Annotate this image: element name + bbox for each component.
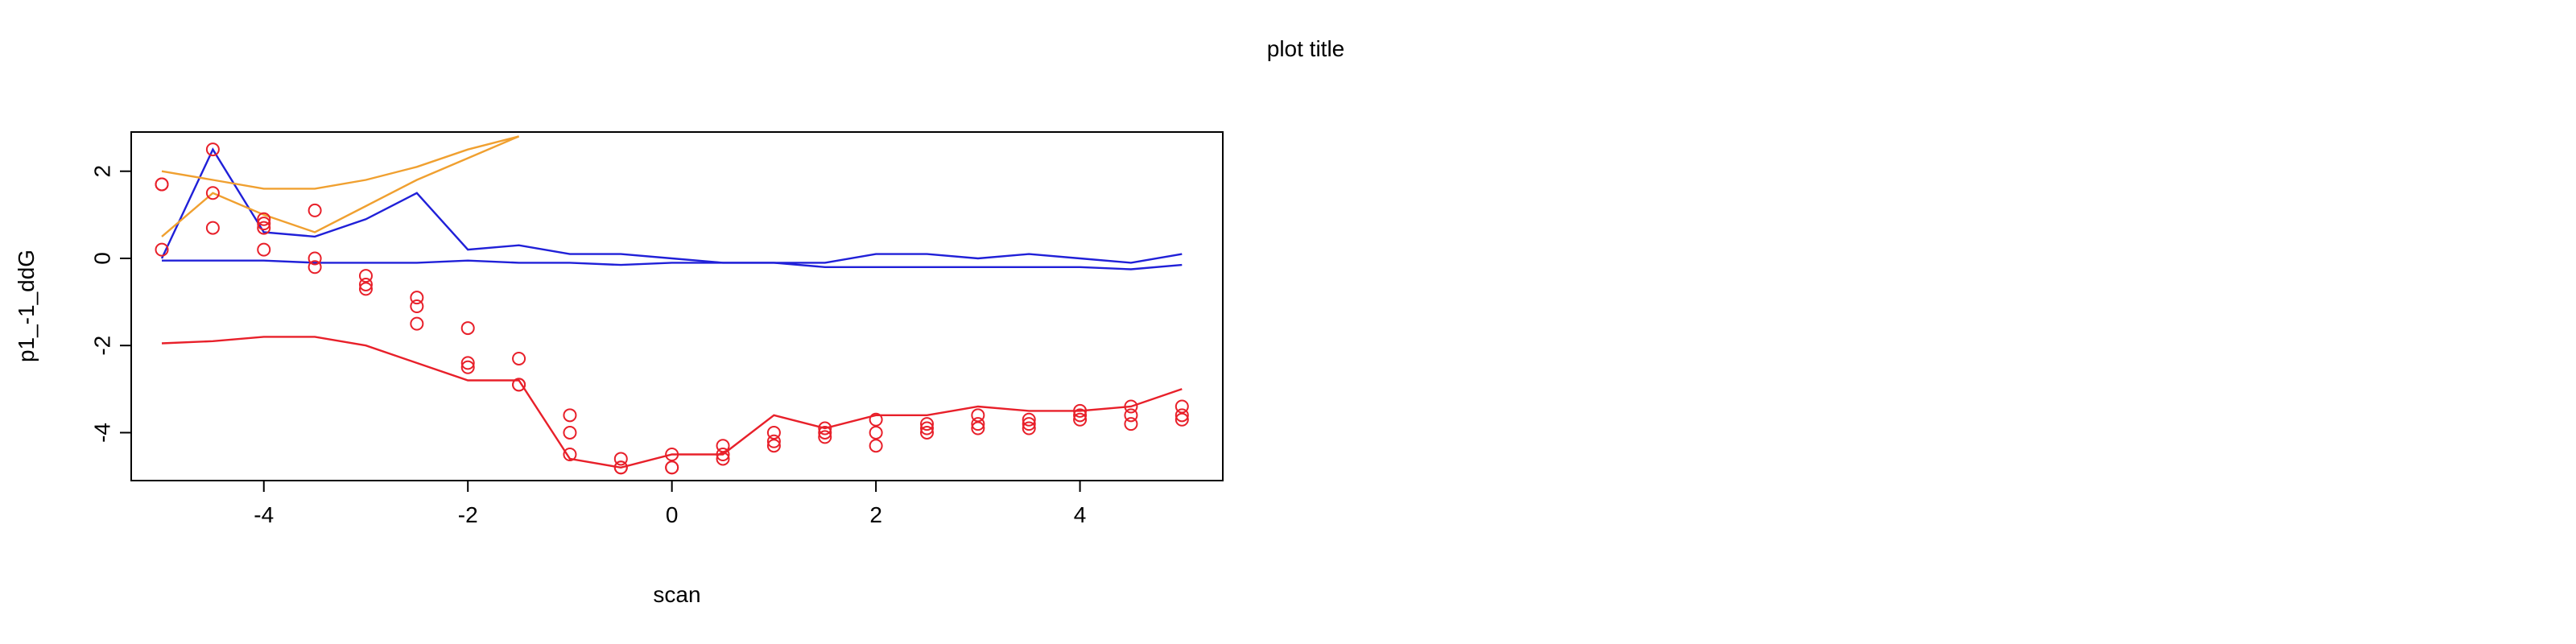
data-point	[766, 439, 781, 453]
data-point	[919, 417, 934, 431]
data-point	[919, 425, 934, 440]
data-point	[308, 260, 322, 275]
data-point	[613, 452, 628, 466]
data-point	[1073, 403, 1088, 418]
data-point	[971, 417, 985, 431]
data-point	[1124, 399, 1138, 414]
data-point	[1073, 412, 1088, 427]
data-point	[563, 425, 577, 440]
data-point	[716, 452, 730, 466]
data-point	[257, 217, 271, 231]
data-point	[155, 177, 169, 192]
data-point	[205, 221, 220, 235]
chart-title: plot title	[1267, 36, 1345, 61]
data-point	[308, 203, 322, 217]
y-tick-label: -2	[89, 336, 114, 356]
x-tick-label: -2	[458, 502, 478, 527]
y-axis: -4 -2 0 2	[89, 165, 131, 443]
y-tick-label: 2	[89, 165, 114, 178]
data-point	[869, 425, 883, 440]
data-point	[410, 299, 424, 313]
data-point	[358, 282, 373, 296]
data-point	[971, 421, 985, 436]
data-point	[308, 251, 322, 266]
data-point	[869, 439, 883, 453]
data-point	[1174, 408, 1189, 423]
data-point	[716, 439, 730, 453]
data-point	[257, 221, 271, 235]
x-tick-label: 0	[666, 502, 679, 527]
data-point	[1022, 417, 1036, 431]
data-point	[613, 460, 628, 475]
series-line-4	[161, 135, 519, 190]
data-point	[205, 186, 220, 200]
data-point	[971, 408, 985, 423]
data-point	[410, 291, 424, 305]
data-point	[512, 351, 526, 365]
data-point	[358, 269, 373, 283]
x-axis-label: scan	[653, 582, 700, 607]
data-point	[460, 321, 475, 336]
x-axis: -4 -2 0 2 4	[254, 481, 1086, 527]
data-point	[1174, 412, 1189, 427]
data-points	[155, 142, 1189, 475]
x-tick-label: 2	[869, 502, 882, 527]
data-point	[257, 242, 271, 257]
y-axis-label: p1_-1_ddG	[14, 250, 39, 362]
data-point	[257, 212, 271, 226]
plot-box	[130, 131, 1224, 481]
x-tick-label: -4	[254, 502, 274, 527]
data-point	[766, 434, 781, 448]
x-tick-label: 4	[1074, 502, 1087, 527]
data-point	[1022, 412, 1036, 427]
data-point	[818, 425, 832, 440]
series-line-1	[161, 336, 1183, 469]
data-point	[1174, 399, 1189, 414]
data-point	[869, 412, 883, 427]
data-point	[665, 460, 679, 475]
data-point	[460, 360, 475, 374]
data-point	[410, 316, 424, 331]
data-point	[1124, 408, 1138, 423]
series-line-3	[162, 259, 1183, 270]
data-point	[818, 430, 832, 444]
y-tick-label: -4	[89, 423, 114, 443]
series-lines	[160, 135, 1183, 469]
series-line-5	[161, 135, 520, 237]
data-point	[1073, 408, 1088, 423]
data-point	[358, 277, 373, 291]
data-point	[1022, 421, 1036, 436]
data-point	[460, 356, 475, 370]
data-point	[716, 448, 730, 462]
series-line-2	[160, 147, 1183, 264]
data-point	[205, 142, 220, 157]
data-point	[919, 421, 934, 436]
data-point	[563, 448, 577, 462]
y-tick-label: 0	[89, 252, 114, 265]
data-point	[766, 425, 781, 440]
data-point	[1124, 417, 1138, 431]
data-point	[512, 378, 526, 392]
data-point	[563, 408, 577, 423]
data-point	[665, 448, 679, 462]
data-point	[818, 421, 832, 436]
data-point	[155, 242, 169, 257]
